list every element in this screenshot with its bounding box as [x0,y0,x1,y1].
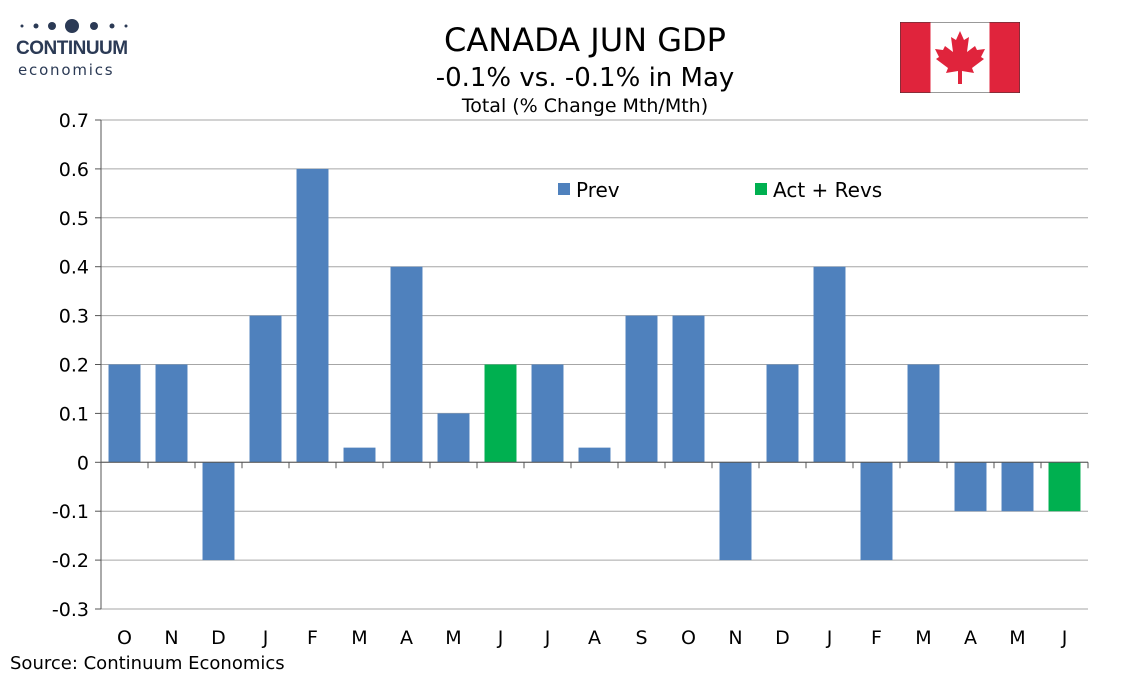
x-tick-label: J [262,627,269,649]
legend-label: Act + Revs [773,178,882,202]
prev-bar [155,364,188,463]
y-tick-label: -0.2 [52,550,89,572]
x-tick-label: M [445,627,461,649]
prev-bar [1001,462,1034,512]
x-tick-label: D [775,627,790,649]
x-tick-label: J [544,627,551,649]
y-tick-label: -0.3 [52,599,89,621]
prev-bar [766,364,799,463]
prev-bar [954,462,987,512]
prev-bar [860,462,893,561]
prev-bar [390,266,423,463]
prev-bar [531,364,564,463]
x-tick-label: A [588,627,601,649]
prev-bar [249,315,282,463]
act-bar [1048,462,1081,512]
x-tick-label: M [351,627,367,649]
chart-subtitle: -0.1% vs. -0.1% in May [435,63,735,93]
legend-swatch [558,183,570,195]
x-tick-label: S [635,627,647,649]
legend-swatch [755,183,767,195]
x-tick-label: J [497,627,504,649]
series-label: Total (% Change Mth/Mth) [461,95,709,117]
y-tick-label: 0.3 [59,306,89,328]
x-tick-label: J [826,627,833,649]
x-tick-label: A [400,627,413,649]
y-tick-label: 0.4 [59,257,89,279]
continuum-logo: CONTINUUM economics [14,14,134,79]
x-tick-label: A [964,627,977,649]
y-tick-label: 0.7 [59,110,89,132]
y-tick-label: 0.6 [59,159,89,181]
x-tick-label: N [164,627,178,649]
prev-bar [672,315,705,463]
y-tick-label: 0.1 [59,403,89,425]
prev-bar [343,447,376,463]
y-tick-label: 0 [77,452,89,474]
logo-name: CONTINUUM [16,38,128,59]
prev-bar [202,462,235,561]
prev-bar [813,266,846,463]
x-tick-label: M [1009,627,1025,649]
canada-flag-icon [900,22,1020,93]
y-tick-label: -0.1 [52,501,89,523]
y-tick-label: 0.2 [59,355,89,377]
x-tick-label: D [211,627,226,649]
chart-title: CANADA JUN GDP [444,21,726,59]
logo-dots-icon [20,19,128,33]
prev-bar [296,168,329,463]
prev-bar [437,413,470,463]
x-tick-label: N [728,627,742,649]
x-tick-label: F [871,627,882,649]
prev-bar [907,364,940,463]
source-note: Source: Continuum Economics [10,653,285,674]
x-tick-label: O [681,627,696,649]
x-tick-label: M [915,627,931,649]
logo-tagline: economics [18,61,115,79]
act-bar [484,364,517,463]
legend-label: Prev [576,178,620,202]
prev-bar [625,315,658,463]
x-tick-label: O [117,627,132,649]
x-tick-label: J [1061,627,1068,649]
x-tick-label: F [307,627,318,649]
prev-bar [719,462,752,561]
prev-bar [578,447,611,463]
y-tick-label: 0.5 [59,208,89,230]
prev-bar [108,364,141,463]
